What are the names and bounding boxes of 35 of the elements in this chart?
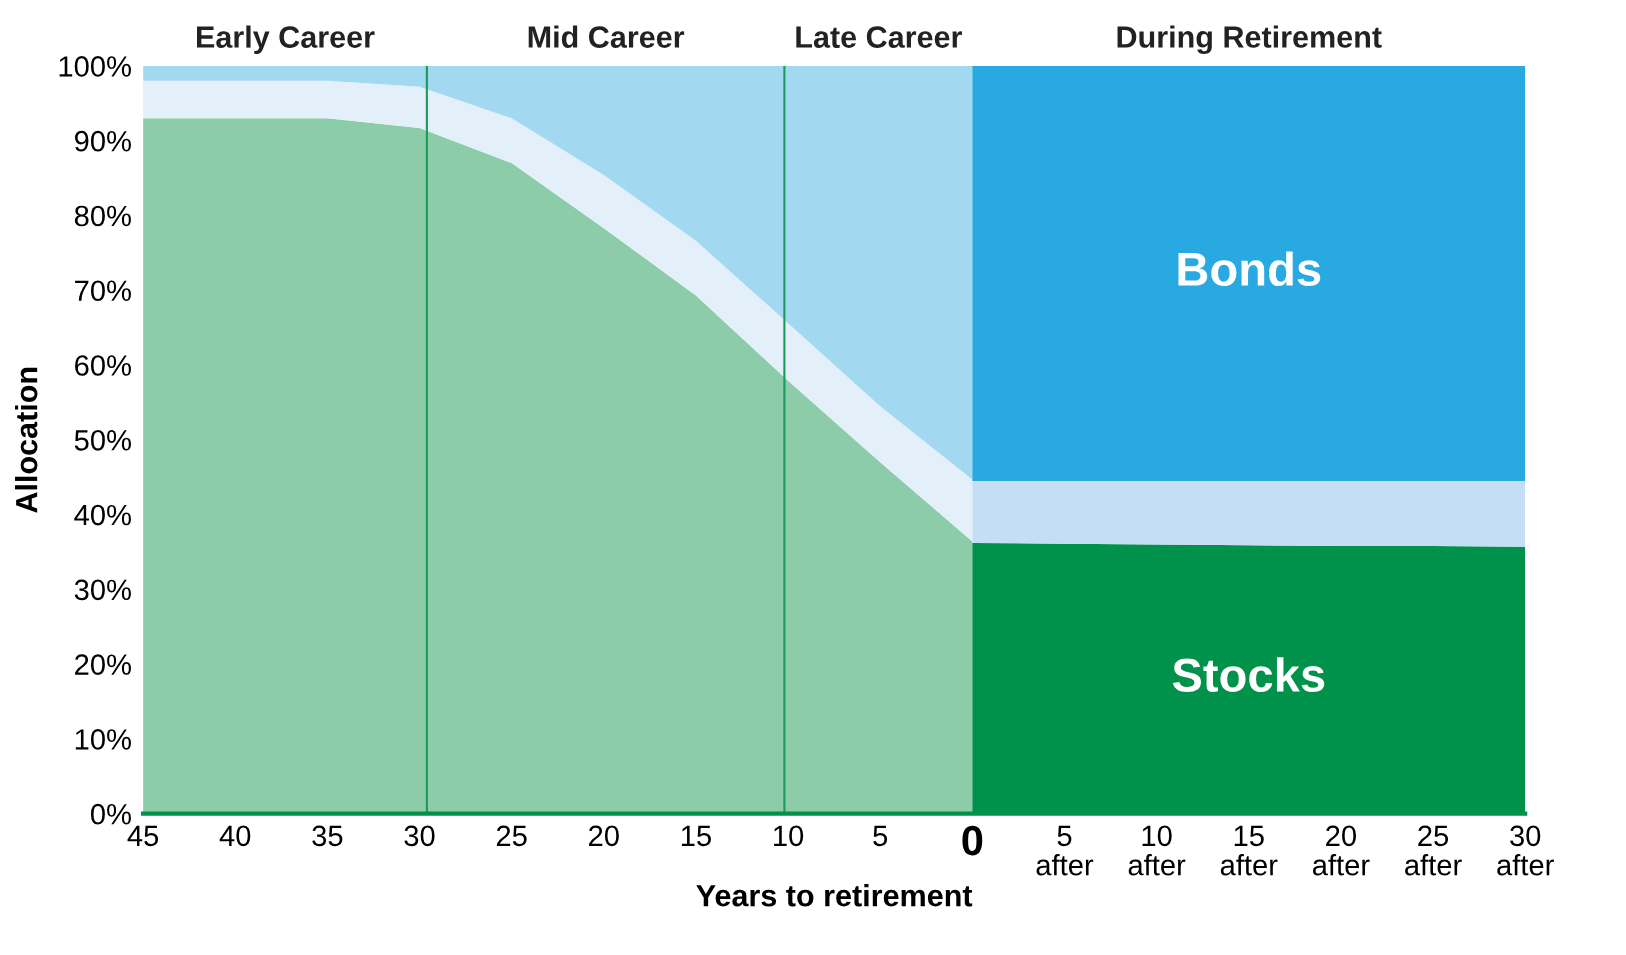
- x-tick-label: 35: [312, 825, 343, 847]
- x-tick-label: 20 after: [1312, 825, 1370, 876]
- x-axis-title: Years to retirement: [696, 884, 973, 907]
- x-tick-label: 5: [873, 825, 888, 847]
- y-tick-label: 70%: [75, 280, 131, 302]
- x-tick-label: 10: [774, 825, 804, 847]
- x-tick-label: 15: [681, 825, 711, 847]
- x-tick-label: 10 after: [1128, 825, 1186, 876]
- x-tick-label: 20: [589, 825, 619, 847]
- y-tick-label: 30%: [74, 579, 131, 601]
- y-tick-label: 90%: [74, 130, 131, 152]
- y-tick-label: 10%: [75, 729, 131, 750]
- x-tick-label: 0: [962, 825, 983, 856]
- y-tick-label: 40%: [74, 504, 131, 526]
- y-tick-label: 50%: [74, 429, 131, 451]
- x-tick-label: 25: [496, 825, 527, 847]
- y-tick-label: 80%: [74, 205, 131, 227]
- x-tick-label: 15 after: [1220, 825, 1278, 876]
- series-label: Bonds: [1178, 251, 1321, 287]
- x-tick-label: 30 after: [1497, 825, 1554, 876]
- x-tick-label: 30: [404, 825, 435, 847]
- x-tick-label: 45: [127, 825, 159, 847]
- text: During Retirement: [1117, 25, 1382, 55]
- y-tick-label: 100%: [59, 56, 131, 77]
- y-tick-label: 60%: [75, 355, 131, 376]
- x-tick-label: 25 after: [1405, 825, 1462, 876]
- text: Late Career: [796, 26, 962, 48]
- text: Early Career: [197, 25, 375, 54]
- text: Mid Career: [528, 25, 685, 48]
- x-tick-label: 5 after: [1036, 825, 1094, 876]
- y-axis-title: Allocation: [15, 367, 38, 513]
- series-label: Stocks: [1172, 657, 1325, 693]
- x-tick-label: 40: [219, 825, 251, 847]
- y-tick-label: 20%: [75, 654, 131, 675]
- y-tick-label: 0%: [90, 803, 131, 825]
